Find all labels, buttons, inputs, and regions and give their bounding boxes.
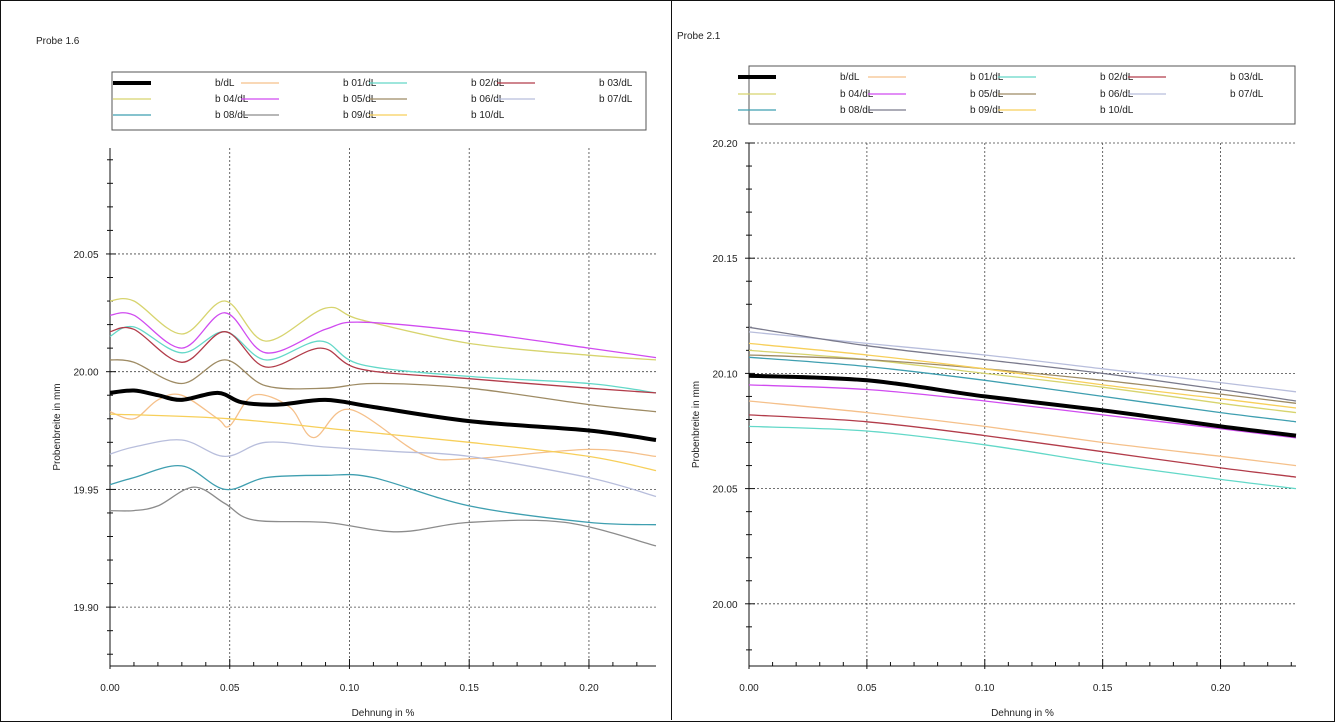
series-line	[109, 439, 657, 498]
legend-label: b/dL	[840, 72, 860, 83]
legend-label: b 04/dL	[840, 89, 874, 100]
y-tick-label: 20.15	[712, 254, 737, 265]
series-line	[109, 388, 657, 442]
legend-label: b 09/dL	[343, 110, 377, 121]
series-line	[109, 326, 657, 394]
series-line	[748, 356, 1297, 423]
x-tick-label: 0.20	[579, 683, 599, 694]
legend-label: b 04/dL	[215, 94, 249, 105]
x-tick-label: 0.15	[1093, 683, 1113, 694]
legend-box	[748, 65, 1296, 125]
legend-label: b 05/dL	[343, 94, 377, 105]
y-tick-label: 20.10	[712, 369, 737, 380]
legend-label: b 02/dL	[1100, 72, 1134, 83]
legend-label: b 06/dL	[1100, 89, 1134, 100]
legend-label: b 03/dL	[1230, 72, 1264, 83]
x-tick-label: 0.20	[1211, 683, 1231, 694]
legend-label: b 07/dL	[1230, 89, 1264, 100]
series-line	[748, 342, 1297, 409]
chart-title: Probe 1.6	[36, 36, 80, 47]
series-line	[109, 297, 657, 361]
legend-label: b 03/dL	[599, 78, 633, 89]
series-line	[109, 413, 657, 472]
series-line	[748, 400, 1297, 467]
x-tick-label: 0.15	[459, 683, 479, 694]
series-line	[748, 425, 1297, 490]
x-tick-label: 0.00	[739, 683, 759, 694]
y-tick-label: 19.90	[73, 603, 98, 614]
chart-probe-2-1: Probe 2.1 b/dL b 01/dL b 02/dL b 03/dL b 04/d…	[677, 31, 1297, 719]
series-line	[109, 325, 657, 394]
series-line	[748, 349, 1297, 414]
y-tick-label: 20.00	[73, 368, 98, 379]
y-tick-label: 19.95	[73, 485, 98, 496]
series-line	[748, 384, 1297, 439]
legend-label: b 08/dL	[215, 110, 249, 121]
legend-label: b 06/dL	[471, 94, 505, 105]
legend-label: b 07/dL	[599, 94, 633, 105]
x-tick-label: 0.10	[975, 683, 995, 694]
legend-label: b 02/dL	[471, 78, 505, 89]
legend-label: b 05/dL	[970, 89, 1004, 100]
x-tick-label: 0.10	[340, 683, 360, 694]
y-axis-label: Probenbreite in mm	[691, 381, 702, 468]
x-tick-label: 0.05	[220, 683, 240, 694]
chart-probe-1-6: Probe 1.6 b/dL b 01/dL b 02/dL b 03/dL b 04/d…	[36, 36, 657, 719]
legend-label: b 09/dL	[970, 105, 1004, 116]
series-line	[748, 354, 1297, 404]
legend-label: b 10/dL	[471, 110, 505, 121]
legend-box	[111, 71, 647, 131]
series-line	[748, 326, 1297, 402]
series-line	[109, 312, 657, 359]
x-tick-label: 0.00	[100, 683, 120, 694]
legend-label: b 01/dL	[970, 72, 1004, 83]
series-line	[748, 414, 1297, 478]
series-line	[109, 486, 657, 547]
series-line	[109, 359, 657, 413]
legend-label: b 08/dL	[840, 105, 874, 116]
series-line	[748, 331, 1297, 393]
x-axis-label: Dehnung in %	[352, 708, 415, 719]
y-tick-label: 20.20	[712, 139, 737, 150]
legend-label: b 01/dL	[343, 78, 377, 89]
y-axis-label: Probenbreite in mm	[52, 383, 63, 470]
y-tick-label: 20.00	[712, 600, 737, 611]
x-tick-label: 0.05	[857, 683, 877, 694]
series-line	[109, 465, 657, 526]
chart-title: Probe 2.1	[677, 31, 721, 42]
series-line	[748, 373, 1297, 438]
legend-label: b 10/dL	[1100, 105, 1134, 116]
x-axis-label: Dehnung in %	[991, 708, 1054, 719]
series-line	[109, 393, 657, 461]
panel-divider	[671, 0, 672, 720]
legend-label: b/dL	[215, 78, 235, 89]
y-tick-label: 20.05	[712, 485, 737, 496]
y-tick-label: 20.05	[73, 250, 98, 261]
